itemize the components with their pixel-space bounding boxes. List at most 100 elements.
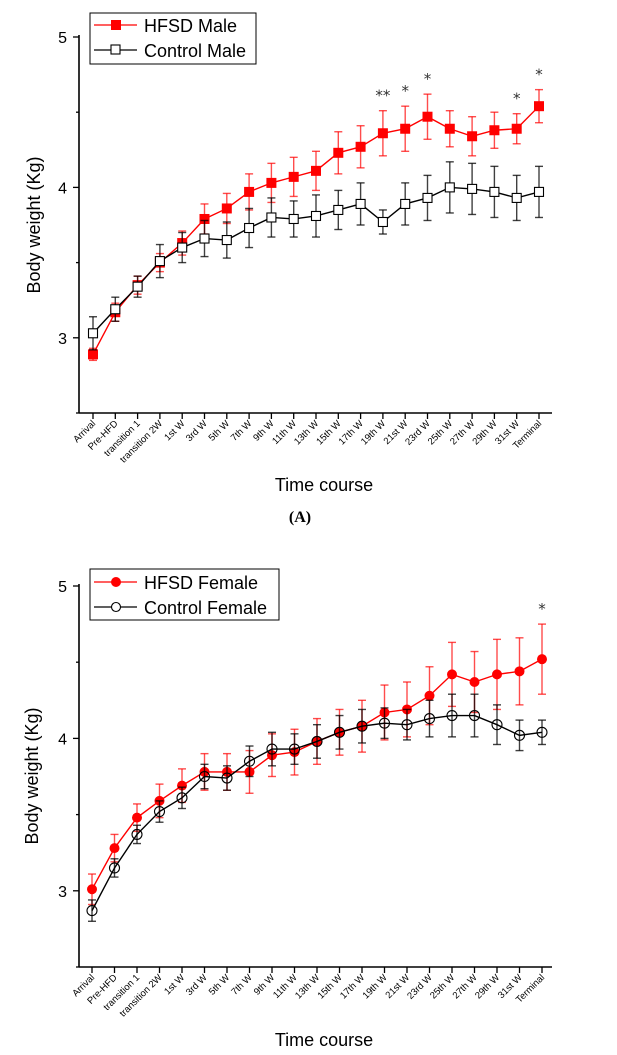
- data-point: [154, 256, 165, 267]
- x-axis-title: Time course: [275, 475, 373, 495]
- data-point: [266, 177, 277, 188]
- data-point: [288, 743, 301, 755]
- legend-label: Control Female: [144, 598, 267, 618]
- legend-marker-open-square-icon: [110, 44, 121, 55]
- significance-marker: **: [375, 87, 391, 105]
- x-tick-label: 23rd W: [405, 972, 434, 1001]
- data-point: [489, 125, 500, 136]
- data-point: [377, 216, 388, 228]
- x-tick-label: 19th W: [359, 418, 388, 447]
- data-point: [514, 666, 525, 677]
- x-tick-label: 1st W: [162, 418, 187, 443]
- data-point: [423, 713, 436, 725]
- data-point: [467, 183, 478, 194]
- data-point: [422, 111, 433, 122]
- data-point: [153, 806, 166, 818]
- y-tick-label: 4: [58, 731, 67, 748]
- y-axis-title: Body weight (Kg): [22, 707, 42, 844]
- data-point: [444, 182, 455, 193]
- data-point: [355, 141, 366, 152]
- legend-label: HFSD Male: [144, 16, 237, 36]
- x-tick-label: 5th W: [207, 972, 232, 997]
- x-tick-label: 7th W: [229, 972, 254, 997]
- data-point: [468, 709, 481, 722]
- data-point: [244, 222, 255, 234]
- data-point: [446, 709, 458, 722]
- data-point: [311, 165, 321, 176]
- data-point: [467, 131, 478, 142]
- data-point: [333, 204, 344, 216]
- y-tick-label: 3: [58, 331, 67, 348]
- series-control-male: [87, 161, 545, 351]
- x-tick-label: 7th W: [229, 418, 254, 443]
- y-tick-label: 5: [58, 579, 67, 596]
- data-point: [176, 792, 188, 804]
- data-point: [511, 192, 522, 203]
- legend-marker-filled-square-icon: [111, 20, 121, 30]
- significance-marker: *: [424, 70, 432, 88]
- x-tick-label: 3rd W: [184, 418, 210, 444]
- data-point: [199, 213, 210, 224]
- data-point: [355, 198, 366, 209]
- data-point: [288, 171, 299, 182]
- significance-marker: *: [535, 66, 543, 84]
- significance-marker: *: [401, 82, 409, 100]
- y-tick-label: 4: [58, 180, 67, 197]
- y-tick-label: 3: [58, 884, 67, 901]
- data-point: [87, 328, 99, 339]
- data-point: [513, 729, 526, 741]
- data-point: [266, 212, 277, 223]
- data-point: [534, 101, 544, 112]
- data-point: [533, 186, 545, 197]
- significance-marker: *: [538, 600, 546, 618]
- series-hfsd-female: [87, 623, 547, 906]
- data-point: [198, 770, 211, 783]
- significance-marker: *: [513, 90, 521, 108]
- legend-marker-filled-circle-icon: [111, 577, 121, 587]
- legend: HFSD Female Control Female: [89, 568, 280, 621]
- data-point: [87, 884, 97, 895]
- data-point: [447, 669, 457, 680]
- data-point: [221, 234, 232, 246]
- data-point: [221, 203, 232, 214]
- x-axis-title: Time course: [275, 1030, 373, 1050]
- y-tick-label: 5: [58, 30, 67, 47]
- data-point: [492, 669, 502, 680]
- data-point: [177, 242, 188, 253]
- legend-label: Control Male: [144, 41, 246, 61]
- data-point: [109, 843, 120, 854]
- data-point: [177, 780, 187, 791]
- data-point: [266, 743, 278, 755]
- series-line: [91, 714, 543, 911]
- y-axis-title: Body weight (Kg): [24, 156, 44, 293]
- data-point: [88, 349, 98, 360]
- data-point: [288, 213, 299, 225]
- x-tick-label: 3rd W: [184, 972, 210, 998]
- data-point: [378, 717, 391, 729]
- data-point: [377, 128, 388, 139]
- x-tick-label: 1st W: [162, 972, 187, 997]
- data-point: [422, 192, 433, 203]
- data-point: [356, 720, 368, 732]
- legend: HFSD Male Control Male: [89, 12, 257, 65]
- data-point: [491, 719, 503, 731]
- data-point: [333, 147, 344, 158]
- legend-marker-open-circle-icon: [110, 601, 122, 613]
- data-point: [108, 862, 121, 874]
- data-point: [424, 690, 435, 701]
- data-point: [401, 719, 413, 731]
- data-point: [489, 186, 500, 197]
- data-point: [469, 677, 480, 688]
- data-point: [444, 123, 455, 134]
- data-point: [244, 186, 255, 197]
- panel-caption: (A): [289, 509, 311, 526]
- data-point: [536, 726, 548, 738]
- data-point: [537, 654, 547, 665]
- legend-box: [89, 568, 280, 621]
- x-tick-label: 29th W: [473, 972, 502, 1001]
